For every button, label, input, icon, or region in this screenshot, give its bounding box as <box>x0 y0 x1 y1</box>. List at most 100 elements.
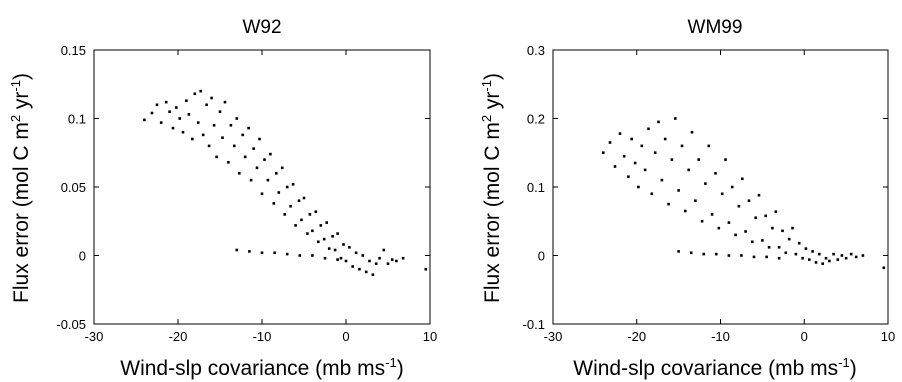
x-axis-label: Wind-slp covariance (mb ms-1) <box>573 355 856 380</box>
y-tick-label: 0.05 <box>61 180 86 195</box>
data-point <box>368 259 371 263</box>
data-point <box>325 221 328 224</box>
data-point <box>777 256 781 260</box>
data-point <box>248 250 251 253</box>
data-point <box>336 232 339 235</box>
data-point <box>608 141 612 144</box>
data-point <box>300 218 303 222</box>
y-tick-label: 0.1 <box>527 180 545 195</box>
x-tick-label: -20 <box>627 329 646 344</box>
data-point <box>336 258 339 261</box>
data-point <box>280 166 284 170</box>
data-point <box>269 152 272 156</box>
data-point <box>844 256 848 260</box>
data-point <box>734 233 737 237</box>
data-point <box>715 252 718 256</box>
data-point <box>378 256 381 260</box>
data-point <box>358 267 361 271</box>
data-point <box>227 161 230 164</box>
data-point <box>689 251 693 255</box>
data-point <box>702 252 706 256</box>
data-point <box>730 185 734 189</box>
data-point <box>754 216 757 220</box>
x-axis-label: Wind-slp covariance (mb ms-1) <box>120 355 403 380</box>
data-point <box>263 158 266 161</box>
data-point <box>663 137 667 141</box>
data-point <box>333 248 337 252</box>
data-point <box>193 92 197 96</box>
data-point <box>674 117 677 120</box>
data-point <box>794 252 798 256</box>
data-point <box>680 144 684 148</box>
data-point <box>643 168 647 172</box>
data-point <box>707 144 711 148</box>
data-point <box>351 265 354 268</box>
data-point <box>168 110 171 113</box>
data-point <box>747 199 751 202</box>
data-point <box>289 204 292 208</box>
data-point <box>302 196 306 200</box>
data-point <box>390 258 394 261</box>
data-point <box>221 136 224 139</box>
data-point <box>344 259 348 263</box>
data-point <box>235 117 239 120</box>
data-point <box>212 124 216 127</box>
data-point <box>205 103 208 107</box>
data-point <box>787 237 791 241</box>
data-point <box>767 246 771 249</box>
data-point <box>181 130 185 134</box>
data-point <box>684 209 687 213</box>
data-point <box>298 254 302 257</box>
data-point <box>741 177 744 181</box>
y-axis-ticks: -0.1 0 0.1 0.2 0.3 <box>523 43 888 332</box>
data-point <box>677 250 680 253</box>
data-point <box>229 124 233 127</box>
data-point <box>647 127 650 131</box>
plot-area <box>93 49 431 325</box>
data-point <box>717 226 721 230</box>
y-axis-label: Flux error (mol C m2 yr-1) <box>8 73 33 303</box>
data-point <box>201 133 205 137</box>
data-point <box>751 240 754 244</box>
data-point <box>327 247 331 250</box>
data-point <box>382 248 386 252</box>
data-point <box>811 250 814 253</box>
data-point <box>199 89 202 93</box>
data-point <box>175 106 178 109</box>
data-point <box>223 100 227 104</box>
data-point <box>319 224 323 227</box>
data-point <box>720 192 724 196</box>
data-point <box>386 262 390 265</box>
data-point <box>314 210 318 213</box>
data-point <box>740 254 743 257</box>
x-tick-label: 10 <box>881 329 895 344</box>
data-point <box>323 256 327 260</box>
data-point <box>854 255 858 259</box>
data-point <box>828 259 831 263</box>
data-point <box>849 252 853 256</box>
data-point <box>821 262 824 265</box>
data-point <box>653 151 657 154</box>
data-point <box>882 266 886 270</box>
data-point <box>771 226 774 230</box>
y-tick-label: 0 <box>538 249 545 264</box>
data-point <box>714 172 717 175</box>
data-point <box>249 178 253 182</box>
data-point <box>840 254 844 257</box>
data-point <box>238 172 241 175</box>
data-point <box>233 144 236 148</box>
data-point <box>210 96 213 100</box>
y-tick-label: -0.05 <box>56 317 86 332</box>
data-point <box>791 226 794 230</box>
data-point <box>283 213 286 216</box>
data-point <box>243 155 247 159</box>
x-tick-label: -10 <box>253 329 272 344</box>
x-tick-label: -30 <box>544 329 563 344</box>
data-point <box>252 147 255 150</box>
data-point <box>602 151 605 154</box>
data-point <box>727 254 731 257</box>
data-point <box>311 254 314 257</box>
data-point <box>804 247 808 250</box>
data-point <box>781 229 784 233</box>
